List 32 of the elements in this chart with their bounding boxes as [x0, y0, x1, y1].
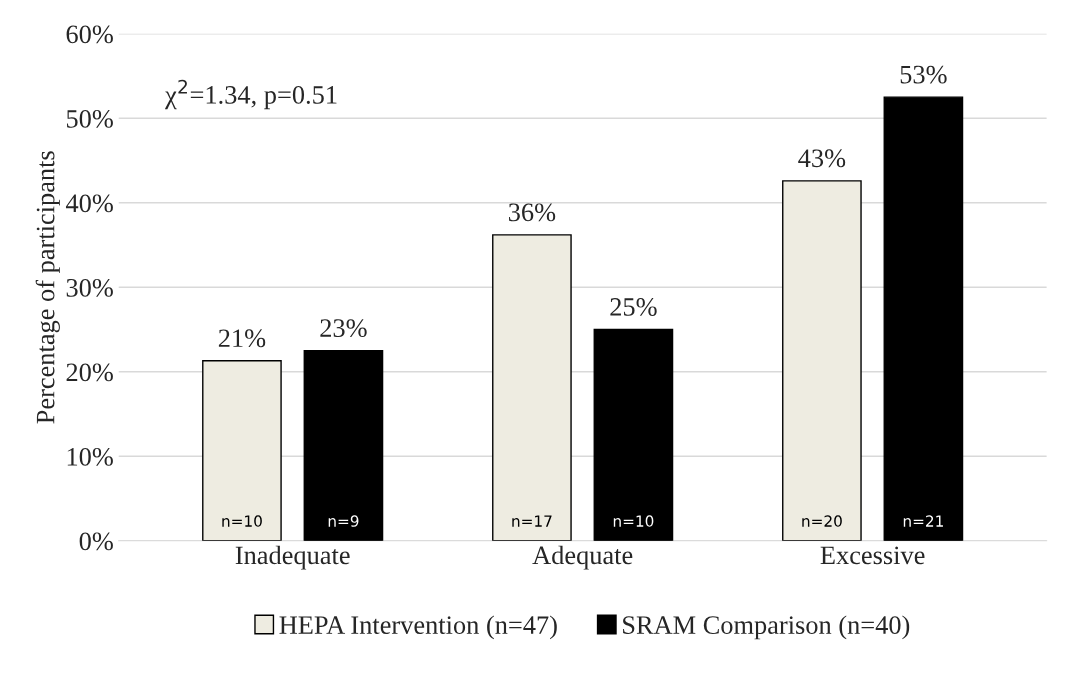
x-tick-label: Inadequate [235, 545, 350, 570]
data-label: 36% [508, 203, 556, 222]
annotation: χ$^{2}$=1.34, p=0.51 [165, 79, 337, 110]
bar [883, 96, 964, 541]
data-label: 23% [320, 319, 367, 338]
y-tick-label: 0% [79, 532, 113, 551]
legend-label: HEPA Intervention (n=47) [279, 615, 557, 640]
x-tick-label: Excessive [820, 546, 925, 565]
y-tick-label: 50% [66, 109, 113, 128]
bar [492, 234, 572, 541]
bar [782, 180, 862, 541]
data-label: 53% [900, 65, 947, 84]
data-label: 25% [610, 298, 657, 316]
y-tick-label: 30% [66, 278, 113, 297]
annotation: n=17 [512, 515, 552, 527]
bar [593, 328, 674, 541]
y-tick-label: 60% [66, 25, 113, 44]
y-tick-label: 40% [65, 194, 113, 213]
annotation: n=9 [328, 515, 359, 527]
y-axis-title: Percentage of participants [35, 151, 60, 424]
annotation: n=20 [802, 515, 842, 527]
y-tick-label: 20% [66, 363, 113, 382]
data-label: 43% [798, 149, 846, 168]
annotation: n=10 [613, 515, 654, 527]
legend-label: SRAM Comparison (n=40) [623, 615, 910, 640]
bar [303, 349, 384, 541]
data-label: 21% [218, 329, 266, 348]
annotation: n=10 [222, 515, 262, 527]
y-tick-label: 10% [67, 447, 113, 466]
bar [202, 360, 282, 541]
annotation: n=21 [903, 515, 943, 527]
x-tick-label: Adequate [532, 545, 633, 570]
